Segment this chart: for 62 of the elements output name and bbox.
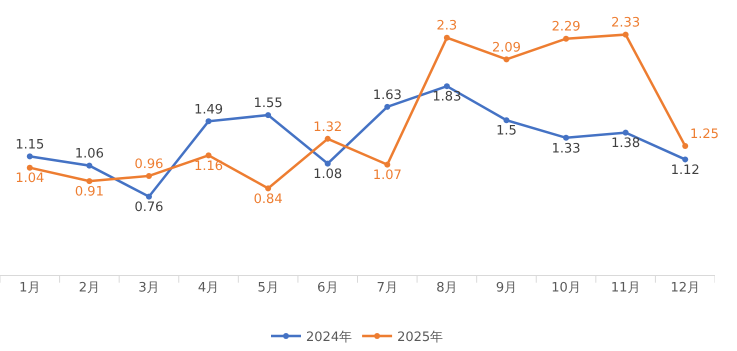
x-tick-label: 1月 (19, 280, 40, 296)
data-label: 1.33 (552, 141, 581, 156)
point (86, 178, 92, 184)
data-label: 0.76 (134, 200, 164, 216)
point (384, 162, 390, 168)
point (563, 134, 570, 141)
data-label: 0.96 (134, 156, 164, 172)
point (265, 112, 272, 118)
data-label: 2.3 (436, 18, 458, 34)
x-tick-label: 4月 (198, 280, 220, 296)
point (146, 194, 152, 200)
x-tick-label: 8月 (436, 280, 458, 296)
data-label: 1.63 (372, 88, 402, 103)
x-tick-label: 3月 (138, 280, 160, 296)
x-tick-label: 11月 (610, 280, 640, 296)
data-label: 1.32 (313, 120, 342, 135)
x-tick-label: 5月 (257, 280, 279, 296)
data-label: 1.55 (254, 96, 283, 112)
point (444, 34, 450, 41)
point (26, 153, 33, 160)
data-label: 1.12 (670, 162, 700, 178)
point (384, 104, 390, 110)
point (503, 117, 510, 124)
data-label: 1.25 (690, 127, 719, 142)
x-tick-label: 12月 (670, 280, 700, 296)
x-tick-label: 6月 (317, 280, 338, 296)
point (26, 164, 33, 171)
data-label: 1.83 (432, 90, 462, 105)
point (622, 32, 629, 38)
data-label: 1.38 (611, 136, 640, 152)
data-label: 1.07 (372, 168, 402, 184)
point (563, 36, 570, 42)
point (86, 162, 92, 169)
point (324, 160, 331, 167)
point (206, 118, 212, 124)
data-label: 2.29 (552, 20, 581, 35)
point (503, 56, 510, 62)
x-tick-label: 9月 (496, 280, 518, 296)
point (324, 136, 331, 142)
data-label: 2.33 (611, 16, 640, 31)
data-label: 0.84 (254, 192, 283, 207)
data-label: 0.91 (74, 184, 104, 200)
point (146, 172, 152, 179)
legend-label: 2024年 (306, 330, 352, 346)
x-tick-label: 7月 (376, 280, 398, 296)
data-label: 1.06 (74, 146, 104, 162)
data-label: 1.5 (496, 124, 517, 139)
point (444, 83, 450, 90)
data-label: 1.16 (194, 158, 224, 174)
point (265, 185, 272, 192)
x-tick-label: 10月 (551, 280, 581, 296)
data-label: 1.15 (15, 137, 44, 152)
point (682, 143, 688, 150)
data-label: 1.04 (15, 171, 44, 186)
data-label: 1.08 (313, 167, 342, 182)
data-label: 1.49 (194, 102, 224, 118)
x-tick-label: 2月 (78, 280, 100, 296)
legend-label: 2025年 (397, 330, 444, 346)
point (206, 152, 212, 158)
data-label: 2.09 (492, 40, 521, 56)
point (622, 130, 629, 136)
point (682, 156, 688, 162)
